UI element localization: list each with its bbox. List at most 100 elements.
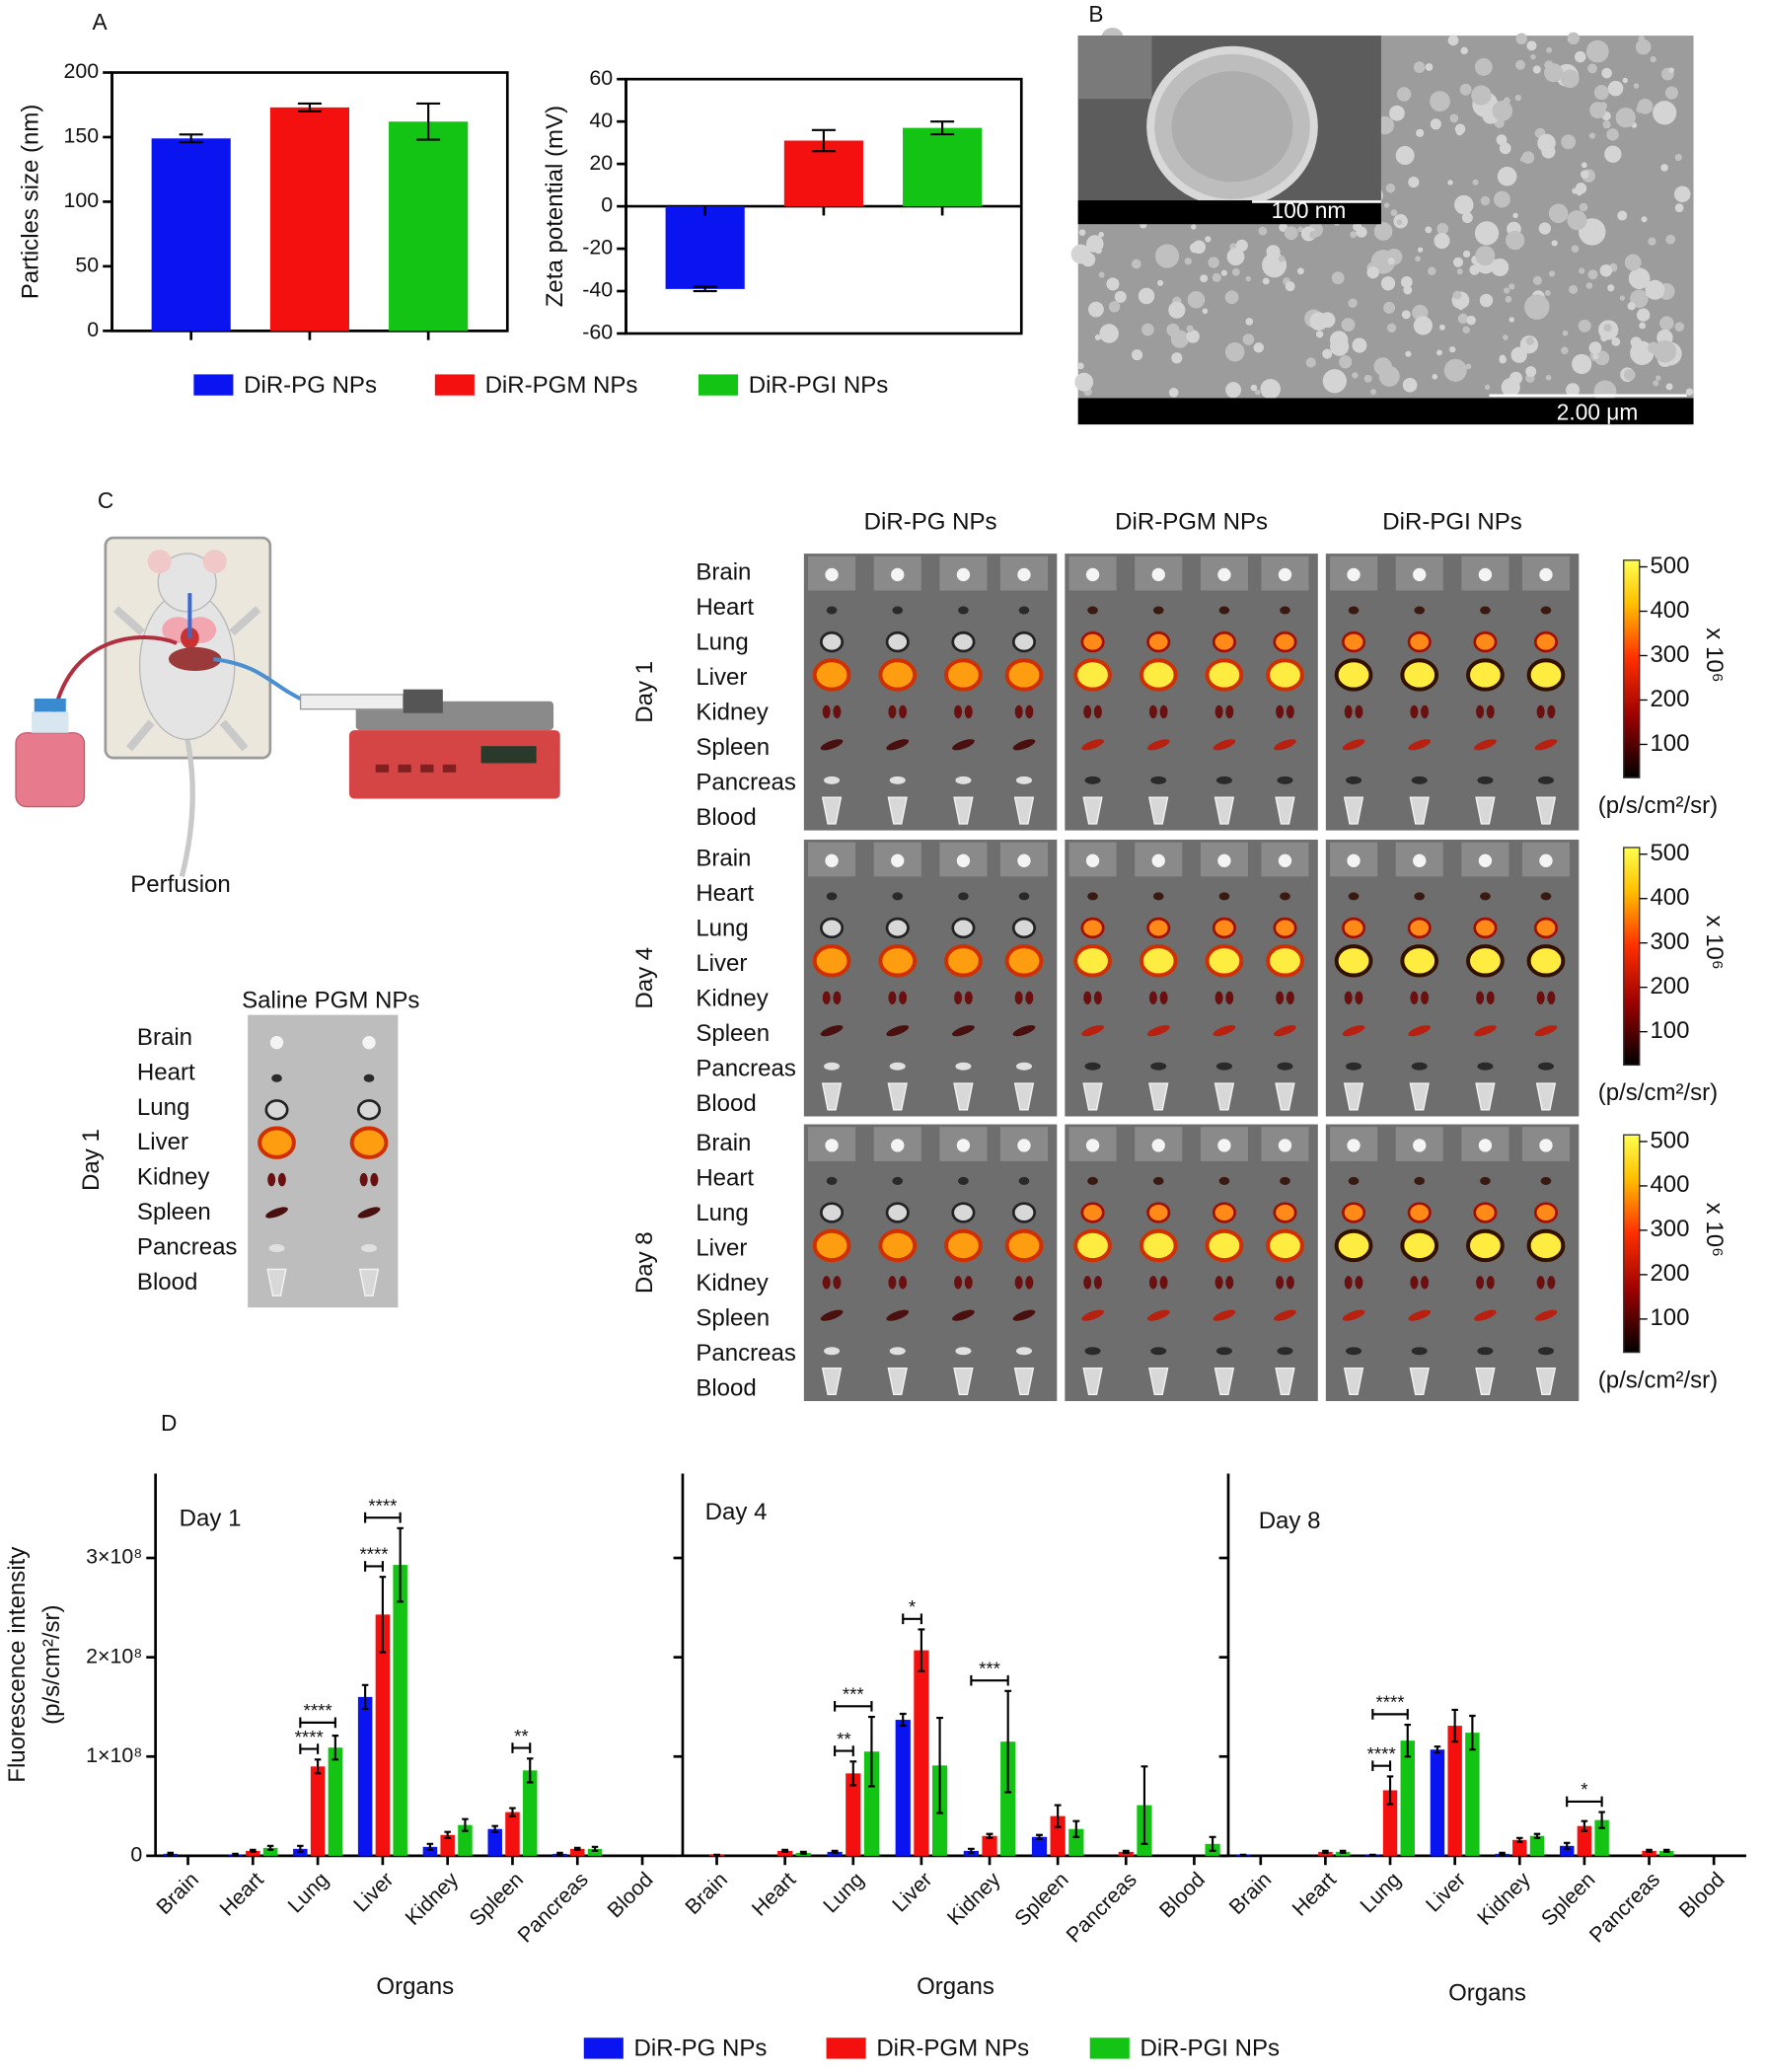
- specimen: [1407, 630, 1432, 653]
- particle: [1098, 271, 1105, 278]
- specimen: [944, 658, 983, 692]
- particle: [1519, 156, 1526, 163]
- specimen: [1478, 853, 1493, 868]
- particle: [1453, 257, 1464, 267]
- specimen: [1342, 1309, 1365, 1321]
- particle: [1589, 102, 1606, 119]
- perfusion-illustration-part: [157, 553, 217, 613]
- specimen: [1286, 704, 1294, 719]
- specimen: [826, 606, 838, 615]
- specimen: [1276, 1276, 1285, 1290]
- particle: [1245, 275, 1251, 282]
- particle: [1601, 67, 1612, 79]
- specimen: [1421, 991, 1430, 1004]
- specimen: [1476, 991, 1485, 1004]
- particle: [1369, 389, 1377, 396]
- specimen: [1082, 796, 1103, 825]
- error-bar: [1339, 1849, 1347, 1854]
- particle: [1400, 276, 1413, 288]
- error-bar: [1581, 1819, 1588, 1832]
- bar: [1577, 1825, 1592, 1856]
- particle: [1532, 275, 1542, 285]
- specimen: [1421, 1276, 1430, 1290]
- specimen: [1414, 606, 1426, 615]
- specimen: [1537, 776, 1554, 784]
- specimen: [1013, 1082, 1035, 1111]
- specimen: [1146, 739, 1170, 751]
- specimen: [1275, 1082, 1295, 1111]
- specimen: [1084, 776, 1101, 784]
- particle: [1258, 226, 1268, 236]
- image-title: Saline PGM NPs: [242, 988, 419, 1014]
- particle: [1168, 387, 1179, 398]
- specimen: [1348, 606, 1360, 615]
- specimen: [1082, 1082, 1103, 1111]
- x-axis-label: Organs: [376, 1973, 454, 2000]
- organ-label: Liver: [696, 1234, 747, 1261]
- colorbar-units: (p/s/cm²/sr): [1598, 1079, 1718, 1106]
- significance-bracket: [299, 1717, 336, 1729]
- error-bar: [936, 1716, 943, 1814]
- error-bar: [1469, 1714, 1476, 1751]
- specimen: [833, 1276, 842, 1290]
- particle: [1192, 240, 1207, 255]
- specimen: [899, 991, 908, 1004]
- specimen: [1083, 1276, 1092, 1290]
- bar: [903, 127, 983, 207]
- specimen: [1017, 853, 1031, 868]
- specimen: [1274, 1025, 1296, 1037]
- significance-bracket: [902, 1613, 922, 1625]
- day-label: Day 1: [78, 1129, 105, 1191]
- particle: [1653, 101, 1677, 125]
- specimen: [1214, 1367, 1235, 1396]
- organ-label: Spleen: [137, 1199, 211, 1225]
- organ-label: Kidney: [137, 1164, 209, 1191]
- particle: [1537, 133, 1556, 153]
- specimen: [1146, 917, 1171, 939]
- particle: [1187, 291, 1206, 309]
- specimen: [1342, 917, 1366, 939]
- ivis-image: [1325, 839, 1580, 1117]
- specimen: [812, 944, 851, 978]
- specimen: [271, 1073, 282, 1082]
- x-tick-label: Brain: [1224, 1868, 1276, 1919]
- organ-label: Spleen: [696, 734, 770, 761]
- specimen: [1084, 1347, 1101, 1356]
- specimen: [1413, 853, 1427, 868]
- perfusion-illustration-part: [34, 699, 66, 712]
- specimen: [1535, 1367, 1557, 1396]
- particle: [1572, 187, 1579, 194]
- organ-label: Lung: [696, 629, 748, 656]
- colorbar-tick-label: 100: [1650, 730, 1689, 757]
- specimen: [1004, 658, 1044, 692]
- specimen: [964, 1276, 973, 1290]
- specimen: [1413, 1139, 1427, 1152]
- specimen: [1277, 1062, 1293, 1071]
- organ-label: Brain: [696, 558, 751, 585]
- specimen: [899, 704, 908, 719]
- specimen: [363, 1073, 375, 1082]
- ivis-background: [1325, 554, 1580, 831]
- particle: [1567, 32, 1581, 45]
- specimen: [1014, 1276, 1023, 1290]
- bar: [914, 1650, 929, 1856]
- particle: [1098, 231, 1104, 238]
- x-tick-label: Pancreas: [513, 1868, 593, 1948]
- sem-overlay-part: [1171, 71, 1293, 183]
- particle: [1366, 265, 1379, 279]
- specimen: [1025, 1276, 1034, 1290]
- bar: [570, 1848, 585, 1856]
- particle: [1494, 190, 1510, 208]
- particle: [1459, 83, 1472, 96]
- specimen: [1205, 944, 1244, 978]
- particle: [1617, 210, 1628, 221]
- specimen: [1342, 1202, 1366, 1223]
- particle: [1428, 266, 1436, 275]
- particle: [1449, 346, 1456, 353]
- particle: [1385, 184, 1396, 193]
- colorbar-tick-label: 100: [1650, 1304, 1689, 1331]
- particle: [1602, 120, 1611, 129]
- bar: [1430, 1749, 1445, 1856]
- bar: [863, 1751, 880, 1856]
- error-bar: [179, 133, 203, 144]
